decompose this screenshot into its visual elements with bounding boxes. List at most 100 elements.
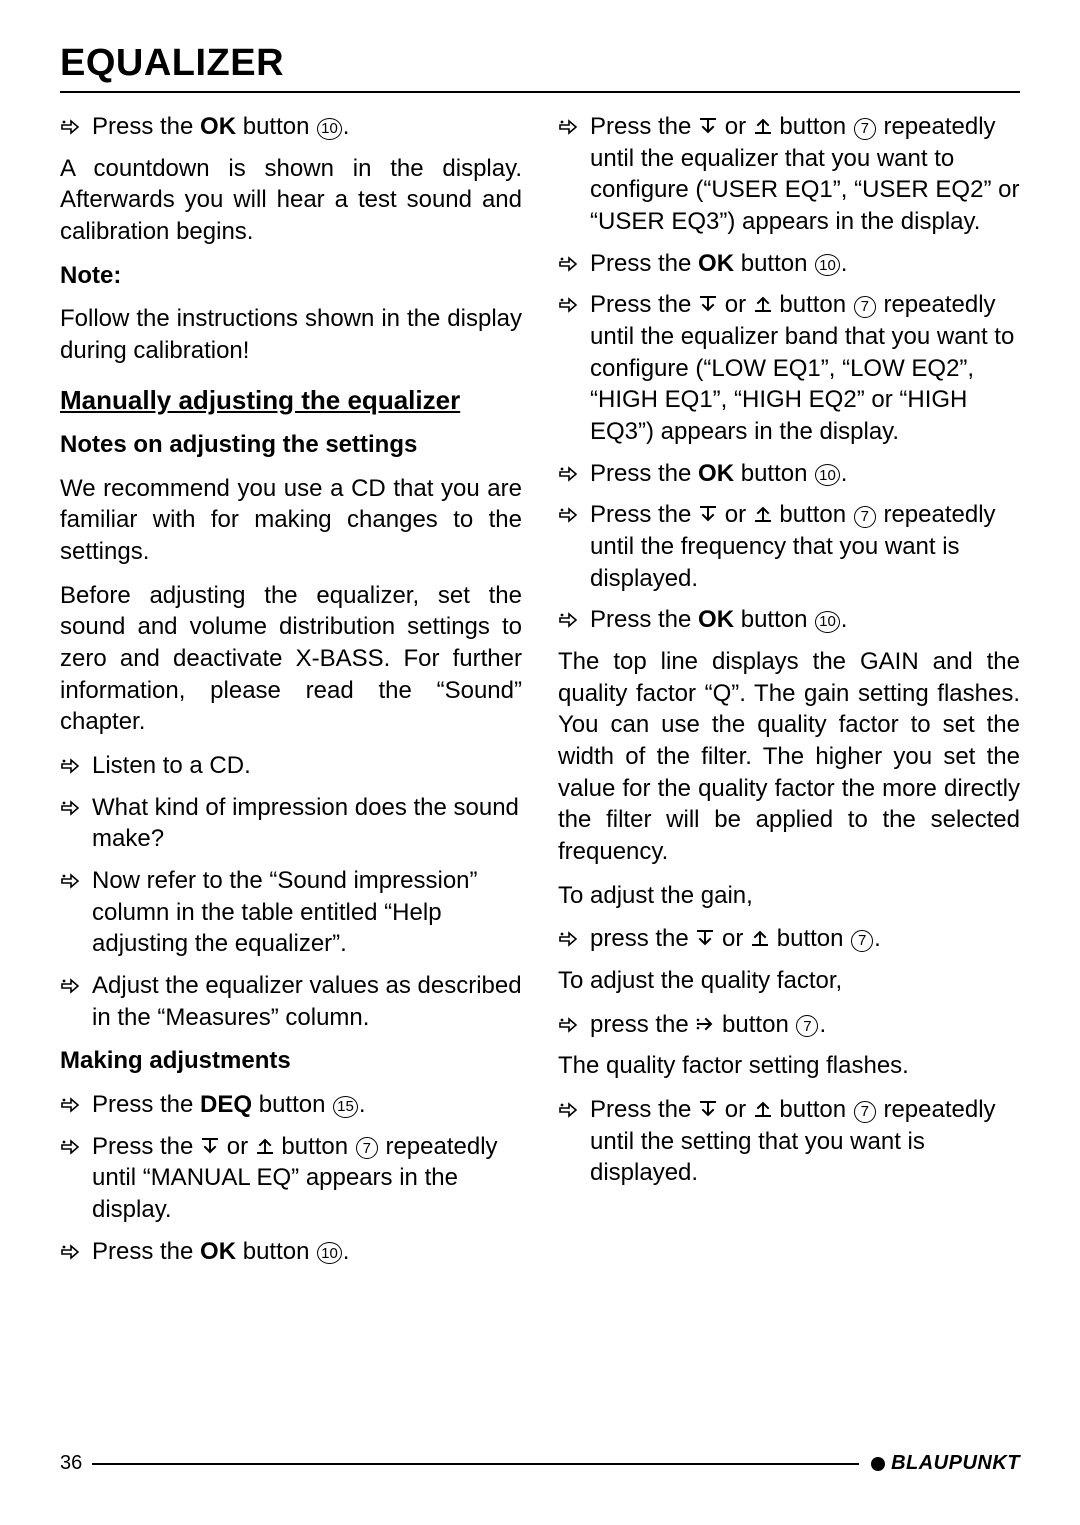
up-icon: [753, 1099, 773, 1119]
up-icon: [750, 928, 770, 948]
text: .: [819, 1011, 826, 1038]
making-heading: Making adjustments: [60, 1045, 522, 1077]
text: Press the: [92, 1133, 200, 1160]
deq-button-label: DEQ: [200, 1091, 252, 1118]
step-press-ok-r2: Press the OK button 10.: [558, 458, 1020, 490]
step-select-band: Press the or button 7 repeatedly until t…: [558, 289, 1020, 447]
ref-7: 7: [796, 1015, 818, 1037]
text: Press the: [590, 291, 698, 318]
ref-10: 10: [317, 118, 342, 140]
step-press-ok-2: Press the OK button 10.: [60, 1236, 522, 1268]
step-press-ok-1: Press the OK button 10.: [60, 111, 522, 143]
adjust-quality-label: To adjust the quality factor,: [558, 965, 1020, 997]
step-select-frequency: Press the or button 7 repeatedly until t…: [558, 499, 1020, 594]
down-icon: [698, 116, 718, 136]
text: button: [275, 1133, 355, 1160]
step-text: Now refer to the “Sound impression” colu…: [92, 865, 522, 960]
text: button: [734, 606, 814, 633]
step-adjust: Adjust the equalizer values as described…: [60, 970, 522, 1033]
step-refer: Now refer to the “Sound impression” colu…: [60, 865, 522, 960]
step-text: press the button 7.: [590, 1009, 1020, 1041]
text: or: [718, 113, 753, 140]
step-manual-eq: Press the or button 7 repeatedly until “…: [60, 1131, 522, 1226]
step-text: Press the DEQ button 15.: [92, 1089, 522, 1121]
step-text: Press the or button 7 repeatedly until t…: [590, 499, 1020, 594]
text: button: [252, 1091, 332, 1118]
arrow-icon: [558, 289, 590, 313]
countdown-para: A countdown is shown in the display. Aft…: [60, 153, 522, 248]
footer: 36 BLAUPUNKT: [60, 1452, 1020, 1475]
arrow-icon: [558, 458, 590, 482]
up-icon: [753, 116, 773, 136]
ref-7: 7: [854, 506, 876, 528]
up-icon: [753, 294, 773, 314]
arrow-icon: [60, 1131, 92, 1155]
arrow-icon: [558, 1009, 590, 1033]
left-column: Press the OK button 10. A countdown is s…: [60, 111, 522, 1277]
text: Press the: [92, 113, 200, 140]
text: Press the: [590, 606, 698, 633]
text: .: [874, 925, 881, 952]
text: button: [773, 1096, 853, 1123]
down-icon: [200, 1136, 220, 1156]
step-text: Press the OK button 10.: [92, 111, 522, 143]
right-column: Press the or button 7 repeatedly until t…: [558, 111, 1020, 1277]
step-select-user-eq: Press the or button 7 repeatedly until t…: [558, 111, 1020, 238]
footer-rule: [92, 1463, 859, 1465]
text: or: [715, 925, 750, 952]
step-press-deq: Press the DEQ button 15.: [60, 1089, 522, 1121]
ok-button-label: OK: [698, 250, 734, 277]
ref-7: 7: [854, 1101, 876, 1123]
text: button: [773, 501, 853, 528]
content-columns: Press the OK button 10. A countdown is s…: [60, 111, 1020, 1277]
brand-text: BLAUPUNKT: [891, 1452, 1020, 1475]
before-para: Before adjusting the equalizer, set the …: [60, 580, 522, 738]
arrow-icon: [558, 111, 590, 135]
text: or: [220, 1133, 255, 1160]
adjust-gain-label: To adjust the gain,: [558, 880, 1020, 912]
step-text: Press the OK button 10.: [590, 604, 1020, 636]
step-text: Press the or button 7 repeatedly until t…: [590, 289, 1020, 447]
step-text: Press the OK button 10.: [590, 248, 1020, 280]
step-text: Press the OK button 10.: [92, 1236, 522, 1268]
ref-7: 7: [356, 1137, 378, 1159]
ref-10: 10: [815, 254, 840, 276]
brand-dot-icon: [871, 1457, 885, 1471]
up-icon: [753, 504, 773, 524]
arrow-icon: [60, 1089, 92, 1113]
text: Press the: [590, 1096, 698, 1123]
text: .: [343, 1238, 350, 1265]
recommend-para: We recommend you use a CD that you are f…: [60, 473, 522, 568]
text: press the: [590, 925, 695, 952]
text: Press the: [92, 1238, 200, 1265]
notes-heading: Notes on adjusting the settings: [60, 429, 522, 461]
right-icon: [695, 1014, 715, 1034]
arrow-icon: [60, 865, 92, 889]
note-label-text: Note:: [60, 262, 121, 289]
text: Press the: [590, 113, 698, 140]
step-text: Press the or button 7 repeatedly until “…: [92, 1131, 522, 1226]
text: Press the: [590, 460, 698, 487]
ref-7: 7: [854, 118, 876, 140]
text: or: [718, 291, 753, 318]
text: button: [734, 250, 814, 277]
down-icon: [698, 504, 718, 524]
down-icon: [698, 1099, 718, 1119]
text: button: [236, 1238, 316, 1265]
brand-logo: BLAUPUNKT: [871, 1452, 1020, 1475]
arrow-icon: [558, 1094, 590, 1118]
step-listen: Listen to a CD.: [60, 750, 522, 782]
note-label: Note:: [60, 260, 522, 292]
text: .: [343, 113, 350, 140]
text: button: [734, 460, 814, 487]
step-adjust-quality: press the button 7.: [558, 1009, 1020, 1041]
arrow-icon: [60, 750, 92, 774]
arrow-icon: [558, 248, 590, 272]
down-icon: [698, 294, 718, 314]
step-press-ok-r1: Press the OK button 10.: [558, 248, 1020, 280]
manual-adjust-heading: Manually adjusting the equalizer: [60, 383, 522, 417]
text: button: [773, 113, 853, 140]
arrow-icon: [60, 970, 92, 994]
arrow-icon: [60, 1236, 92, 1260]
up-icon: [255, 1136, 275, 1156]
